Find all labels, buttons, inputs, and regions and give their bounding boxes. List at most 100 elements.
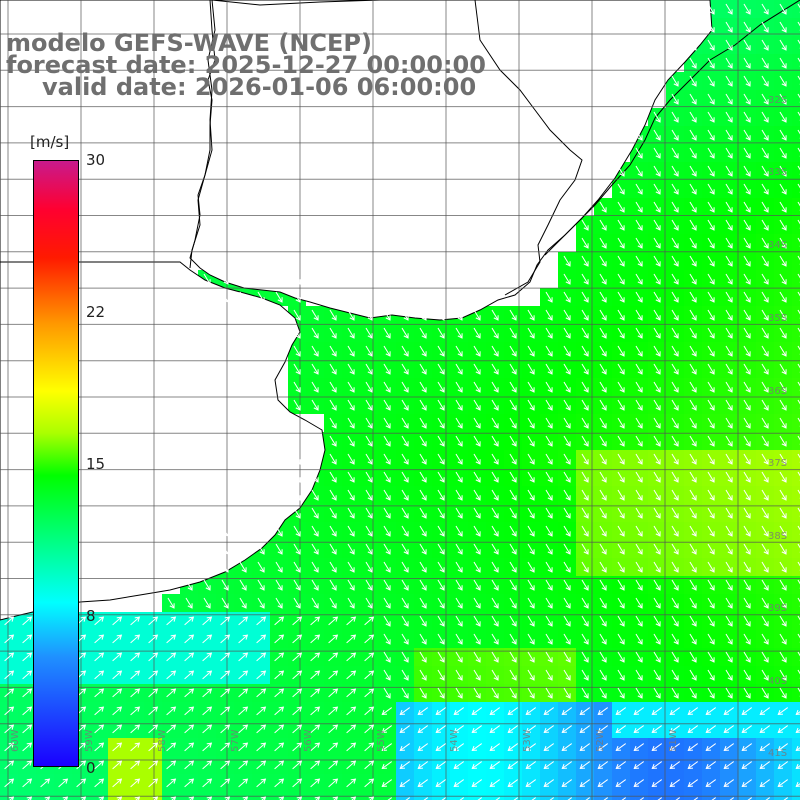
wind-arrow	[581, 579, 589, 591]
wind-arrow	[471, 743, 483, 751]
wind-arrow-head	[368, 778, 375, 784]
wind-arrow	[671, 363, 679, 375]
wind-arrow	[603, 797, 609, 800]
wind-arrow-head	[80, 706, 87, 712]
wind-arrow	[597, 743, 609, 751]
wind-arrow	[761, 75, 769, 87]
wind-arrow	[545, 363, 553, 375]
wind-arrow	[675, 797, 681, 800]
wind-arrow	[351, 796, 356, 800]
wind-arrow-head	[615, 781, 622, 788]
wind-arrow-head	[277, 549, 283, 555]
wind-arrow-head	[457, 693, 463, 699]
wind-arrow-head	[313, 513, 319, 519]
wind-arrow-head	[637, 477, 643, 483]
wind-arrow	[274, 652, 284, 662]
wind-arrow	[202, 724, 212, 734]
wind-arrow	[689, 363, 697, 375]
wind-arrow-head	[565, 549, 571, 555]
wind-arrow-head	[655, 549, 661, 555]
wind-arrow	[311, 561, 319, 573]
wind-arrow-head	[278, 778, 285, 784]
wind-arrow	[725, 399, 733, 411]
wind-arrow	[671, 237, 679, 249]
wind-arrow	[401, 435, 409, 447]
wind-arrow	[437, 615, 445, 627]
wind-arrow	[563, 435, 571, 447]
wind-arrow-head	[403, 495, 409, 501]
wind-arrow-head	[691, 657, 697, 663]
wind-arrow	[743, 579, 751, 591]
wind-arrow-head	[332, 652, 339, 658]
wind-arrow-head	[367, 477, 373, 483]
wind-arrow-head	[421, 333, 427, 339]
wind-arrow	[635, 489, 643, 501]
wind-arrow	[509, 489, 517, 501]
wind-arrow	[274, 778, 284, 788]
wind-arrow	[561, 743, 573, 751]
wind-arrow	[399, 725, 411, 733]
wind-arrow-head	[349, 531, 355, 537]
wind-arrow	[545, 633, 553, 645]
wind-arrow	[184, 652, 194, 662]
wind-arrow	[364, 760, 374, 770]
wind-arrow	[689, 201, 697, 213]
wind-arrow	[27, 796, 32, 800]
wind-arrow	[383, 489, 391, 501]
wind-arrow-head	[493, 405, 499, 411]
wind-arrow-head	[188, 706, 195, 712]
wind-arrow-head	[741, 781, 748, 788]
wind-arrow	[797, 453, 800, 459]
wind-arrow	[509, 651, 517, 663]
wind-arrow	[671, 579, 679, 591]
wind-arrow-head	[152, 796, 159, 800]
wind-arrow	[292, 652, 302, 662]
wind-arrow	[797, 237, 800, 243]
wind-arrow-head	[349, 603, 355, 609]
wind-arrow	[329, 579, 337, 591]
wind-arrow-head	[457, 441, 463, 447]
wind-arrow	[401, 561, 409, 573]
wind-arrow-head	[781, 63, 787, 69]
wind-arrow-head	[367, 567, 373, 573]
wind-arrow	[581, 525, 589, 537]
wind-arrow	[671, 291, 679, 303]
wind-arrow	[455, 615, 463, 627]
lat-label-37s: 37S	[768, 458, 788, 469]
wind-arrow-head	[673, 675, 679, 681]
wind-arrow-head	[565, 351, 571, 357]
wind-arrow	[365, 579, 373, 591]
wind-arrow-head	[152, 778, 159, 784]
wind-arrow	[797, 291, 800, 297]
wind-arrow	[383, 453, 391, 465]
wind-arrow	[723, 761, 735, 769]
wind-arrow	[94, 652, 104, 662]
wind-arrow-head	[259, 603, 265, 609]
wind-arrow	[725, 165, 733, 177]
wind-arrow-head	[655, 657, 661, 663]
wind-arrow	[419, 507, 427, 519]
wind-arrow	[653, 489, 661, 501]
wind-arrow-head	[205, 585, 211, 591]
wind-arrow-head	[368, 724, 375, 730]
wind-arrow	[761, 39, 769, 51]
wind-arrow	[599, 597, 607, 609]
wind-arrow-head	[615, 745, 622, 752]
wind-arrow	[725, 507, 733, 519]
wind-arrow-head	[601, 603, 607, 609]
wind-arrow	[293, 363, 301, 375]
wind-arrow-head	[565, 387, 571, 393]
wind-arrow	[435, 743, 447, 751]
wind-arrow-head	[745, 9, 751, 15]
wind-arrow	[689, 489, 697, 501]
wind-arrow	[471, 707, 483, 715]
wind-arrow-head	[278, 742, 285, 748]
wind-arrow-head	[637, 171, 643, 177]
wind-arrow-head	[745, 477, 751, 483]
wind-arrow-head	[475, 477, 481, 483]
wind-cell	[792, 0, 800, 18]
wind-arrow-head	[547, 297, 553, 303]
wind-arrow	[669, 707, 681, 715]
wind-arrow	[761, 363, 769, 375]
wind-arrow	[184, 670, 194, 680]
